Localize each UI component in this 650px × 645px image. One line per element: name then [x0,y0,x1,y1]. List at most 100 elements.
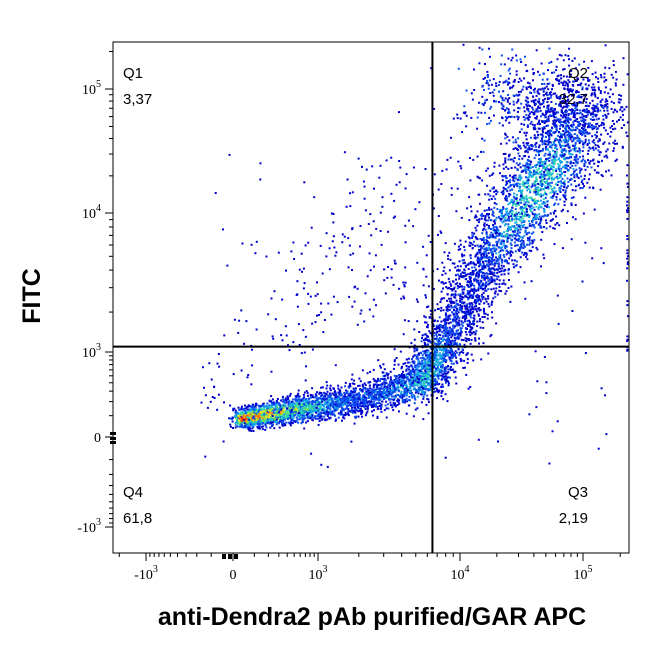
event-dot [449,366,452,369]
event-dot [328,412,331,415]
event-dot [349,399,352,402]
event-dot [579,132,582,135]
event-dot [361,397,364,400]
event-dot [601,104,604,107]
event-dot [421,359,424,362]
event-dot [462,366,465,369]
event-dot [410,371,413,374]
event-dot [528,185,530,187]
event-dot [363,406,366,408]
event-dot [593,162,596,165]
event-dot [518,187,521,190]
event-dot [457,268,460,271]
event-dot [456,282,459,285]
event-dot [553,193,556,196]
event-dot [505,208,508,210]
event-dot [418,362,421,365]
event-dot [492,211,495,214]
event-dot [539,183,542,186]
event-dot [570,156,573,159]
event-dot [545,92,547,95]
event-dot [572,148,575,151]
event-dot [319,395,322,397]
event-dot [527,142,530,145]
event-dot [413,328,416,331]
event-dot [478,265,480,268]
event-dot [499,225,502,228]
event-dot [273,404,276,407]
event-dot [537,189,539,192]
event-dot [438,328,441,331]
event-dot [320,415,323,418]
event-dot [596,97,599,100]
event-dot [610,100,613,103]
event-dot [578,129,581,132]
event-dot [499,242,502,245]
event-dot [405,389,408,392]
event-dot [232,427,234,429]
event-dot [323,405,325,408]
event-dot [534,216,537,219]
event-dot [306,415,309,418]
event-dot [460,285,463,288]
event-dot [394,405,397,408]
event-dot [582,143,585,146]
event-dot [446,338,449,341]
event-dot [379,379,381,382]
event-dot [566,141,569,144]
event-dot [535,214,537,217]
event-dot [407,361,410,364]
event-dot [511,235,514,238]
event-dot [501,179,504,182]
event-dot [339,413,342,416]
event-dot [453,309,455,311]
event-dot [480,215,483,218]
event-dot [543,181,546,183]
event-dot [389,393,392,396]
event-dot [604,66,607,69]
event-dot [473,278,476,281]
event-dot [324,419,327,422]
event-dot [515,198,518,200]
event-dot [348,410,351,412]
event-dot [508,185,511,188]
event-dot [584,119,587,122]
event-dot [457,334,460,337]
event-dot [248,422,250,425]
event-dot [503,244,506,247]
event-dot [580,181,583,184]
event-dot [544,136,547,138]
event-dot [391,395,393,398]
event-dot [383,378,386,381]
event-dot [240,425,243,428]
event-dot [482,282,484,285]
event-dot [466,323,469,326]
event-dot [351,396,354,399]
event-dot [458,323,461,325]
event-dot [368,393,371,395]
event-dot [317,408,320,411]
event-dot [475,263,478,266]
event-dot [571,164,574,167]
event-dot [375,398,378,401]
event-dot [500,243,503,246]
event-dot [531,123,534,126]
event-dot [583,165,586,167]
event-dot [338,392,341,395]
event-dot [456,287,459,290]
event-dot [469,304,472,307]
event-dot [593,91,596,94]
event-dot [441,297,443,300]
event-dot [535,176,538,179]
event-dot [546,171,549,174]
event-dot [593,93,596,96]
event-dot [522,253,525,256]
event-dot [270,395,273,398]
event-dot [390,398,393,401]
event-dot [423,362,426,364]
event-dot [471,247,474,249]
event-dot [563,180,566,183]
event-dot [532,231,535,234]
event-dot [588,111,591,114]
event-dot [573,101,576,104]
